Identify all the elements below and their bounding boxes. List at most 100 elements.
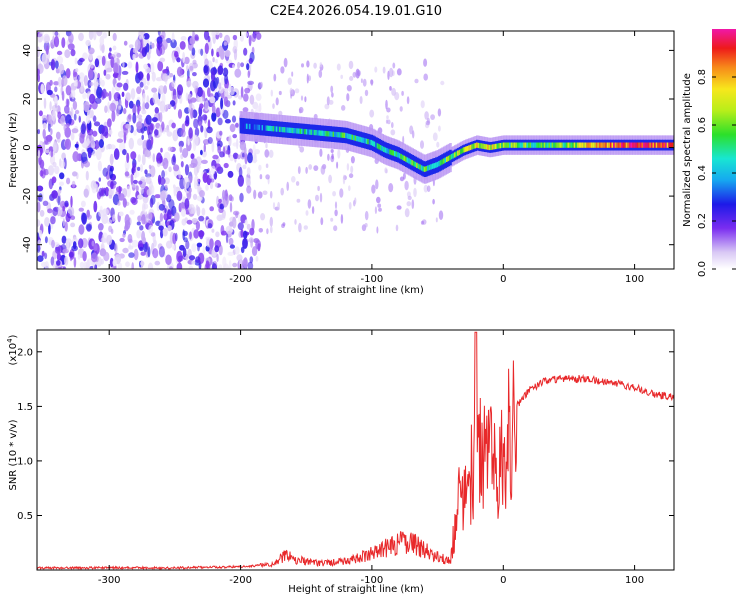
noise-speck xyxy=(128,252,135,258)
ridge-core xyxy=(646,142,649,148)
ridge-core xyxy=(611,142,615,148)
noise-speck xyxy=(99,35,105,46)
noise-speck xyxy=(249,227,255,236)
noise-speck xyxy=(426,185,431,192)
noise-speck xyxy=(141,230,146,243)
y-tick-label: -40 xyxy=(22,237,33,253)
ridge-core xyxy=(376,143,380,149)
noise-speck xyxy=(354,197,357,205)
ridge-core xyxy=(509,142,512,148)
noise-speck xyxy=(425,120,431,126)
noise-speck xyxy=(386,107,391,113)
noise-speck xyxy=(180,201,186,210)
noise-speck xyxy=(146,95,150,105)
noise-speck xyxy=(203,31,210,41)
noise-speck xyxy=(176,57,181,63)
noise-speck xyxy=(176,190,183,201)
noise-speck xyxy=(216,253,219,262)
noise-speck xyxy=(270,226,273,234)
noise-speck xyxy=(150,184,155,195)
noise-speck xyxy=(83,160,91,168)
noise-speck xyxy=(96,86,103,99)
ridge-core xyxy=(647,142,651,148)
noise-speck xyxy=(181,208,186,217)
noise-speck xyxy=(82,92,87,100)
noise-speck xyxy=(420,140,424,149)
noise-speck xyxy=(96,55,103,60)
ridge-core xyxy=(239,123,243,129)
noise-speck xyxy=(141,109,147,115)
noise-speck xyxy=(108,90,112,102)
noise-speck xyxy=(231,115,237,123)
noise-speck xyxy=(54,86,58,93)
ridge-core xyxy=(442,158,446,164)
noise-speck xyxy=(317,185,320,192)
noise-speck xyxy=(138,180,143,185)
noise-speck xyxy=(319,192,323,203)
ridge-core xyxy=(564,142,567,148)
noise-speck xyxy=(71,128,79,134)
noise-speck xyxy=(44,261,50,269)
ridge-core xyxy=(529,142,533,148)
noise-speck xyxy=(369,109,375,118)
noise-speck xyxy=(41,250,45,257)
noise-speck xyxy=(348,173,354,179)
noise-speck xyxy=(229,123,236,133)
noise-speck xyxy=(118,105,122,110)
noise-speck xyxy=(179,145,183,153)
noise-speck xyxy=(89,81,94,87)
ridge-core xyxy=(433,163,436,169)
snr-x-ticks: -300 -200 -100 0 100 xyxy=(98,330,644,586)
noise-speck xyxy=(388,183,394,193)
ridge-core xyxy=(450,154,454,160)
noise-speck xyxy=(192,59,197,65)
noise-speck xyxy=(239,141,247,151)
ridge-core xyxy=(580,142,583,148)
snr-scale-label: (x104) xyxy=(6,334,19,365)
noise-speck xyxy=(78,32,84,42)
noise-speck xyxy=(128,137,134,150)
ridge-core xyxy=(614,142,618,148)
ridge-core xyxy=(512,142,515,148)
noise-speck xyxy=(233,48,238,61)
noise-speck xyxy=(117,262,123,269)
noise-speck xyxy=(374,66,378,73)
noise-speck xyxy=(256,32,262,40)
noise-speck xyxy=(301,63,304,68)
ridge-core xyxy=(332,131,336,137)
noise-speck xyxy=(140,251,146,256)
noise-speck xyxy=(136,229,142,239)
noise-speck xyxy=(132,53,136,61)
noise-speck xyxy=(54,95,58,104)
noise-speck xyxy=(77,59,83,66)
noise-speck xyxy=(44,217,50,227)
noise-speck xyxy=(80,151,88,163)
noise-speck xyxy=(132,103,137,116)
ridge-core xyxy=(345,132,348,139)
noise-speck xyxy=(161,170,166,179)
noise-speck xyxy=(269,190,273,199)
noise-speck xyxy=(192,193,198,200)
noise-speck xyxy=(63,124,67,132)
snr-line xyxy=(37,331,674,570)
noise-speck xyxy=(119,237,125,243)
noise-speck xyxy=(121,91,125,98)
noise-speck xyxy=(91,252,98,263)
noise-speck xyxy=(57,76,62,87)
noise-speck xyxy=(414,78,419,84)
ridge-core xyxy=(644,142,648,148)
noise-speck xyxy=(74,143,79,148)
noise-speck xyxy=(142,92,146,100)
noise-speck xyxy=(246,185,252,194)
noise-speck xyxy=(220,77,225,86)
noise-speck xyxy=(95,148,102,161)
ridge-core xyxy=(403,155,407,161)
ridge-core xyxy=(578,142,581,148)
noise-speck xyxy=(162,69,168,74)
ridge-core xyxy=(349,134,353,140)
noise-speck xyxy=(235,122,239,128)
ridge-core xyxy=(660,142,663,148)
ridge-core xyxy=(247,123,251,130)
snr-frame xyxy=(36,329,675,571)
x-tick-label: 0 xyxy=(500,274,506,285)
